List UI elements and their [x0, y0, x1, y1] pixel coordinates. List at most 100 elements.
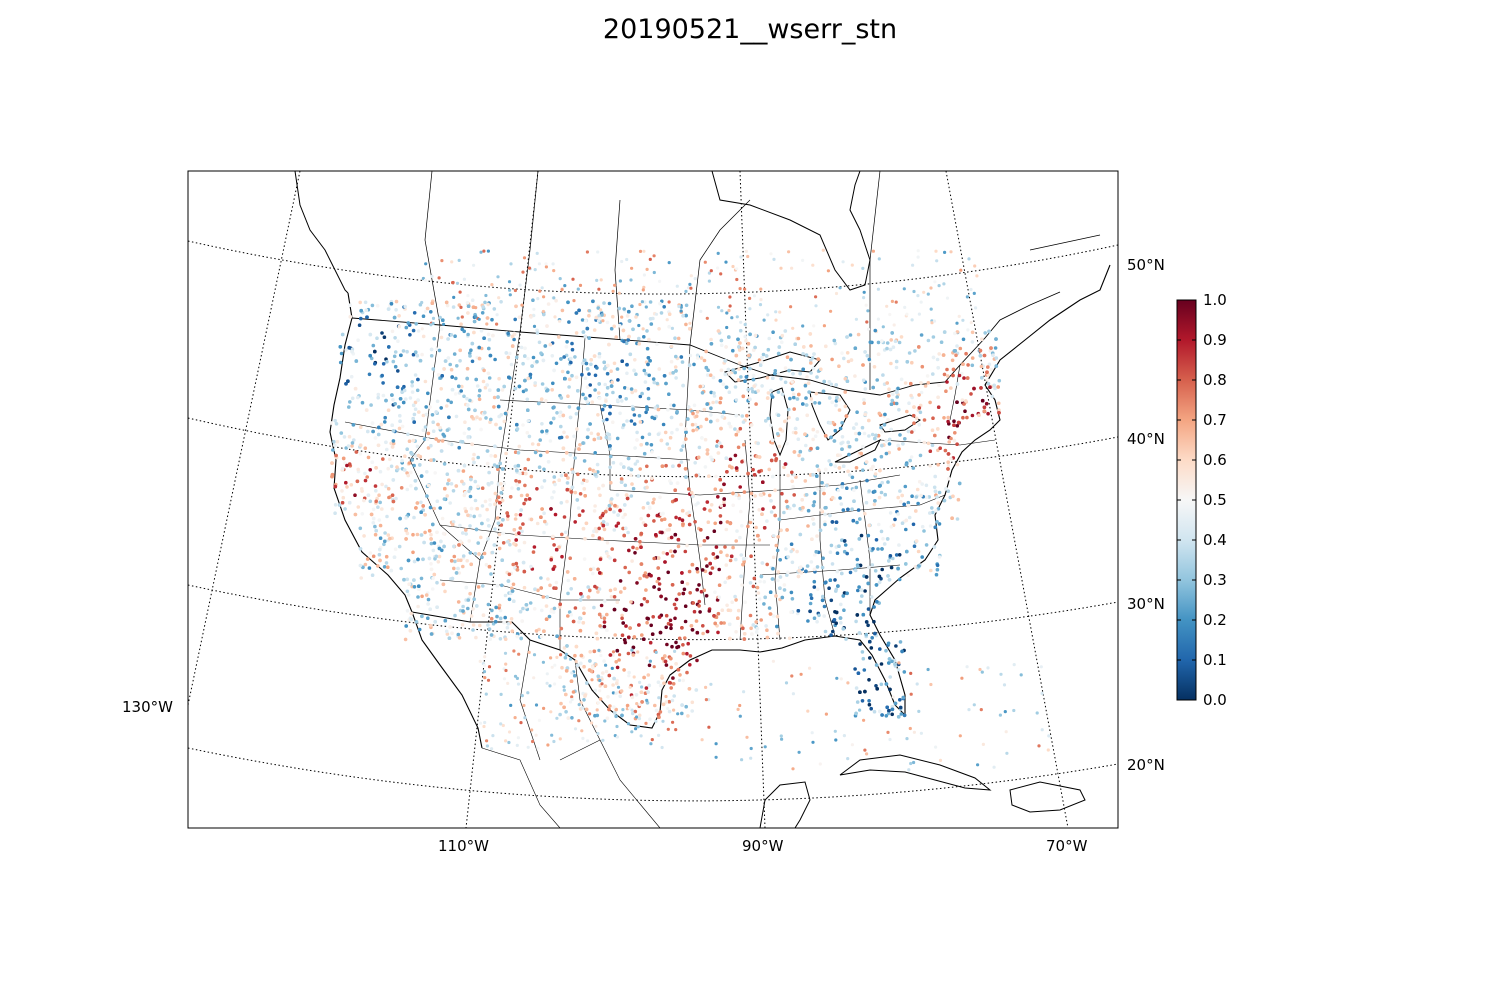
station-point — [583, 396, 588, 401]
station-point — [468, 351, 472, 356]
station-point — [588, 309, 592, 313]
station-point — [734, 598, 738, 602]
station-point — [871, 249, 876, 253]
station-point — [679, 422, 683, 427]
station-point — [881, 373, 885, 377]
station-point — [1002, 683, 1007, 687]
station-point — [608, 588, 613, 593]
station-point — [634, 715, 639, 719]
station-point — [740, 583, 744, 587]
station-point — [430, 413, 435, 417]
station-point — [795, 397, 800, 401]
station-point — [598, 678, 602, 683]
station-point — [488, 420, 492, 425]
station-point — [602, 620, 607, 624]
station-point — [489, 481, 494, 485]
station-point — [601, 483, 605, 488]
station-point — [1040, 728, 1044, 732]
station-point — [645, 407, 649, 412]
station-point — [473, 479, 478, 484]
station-point — [923, 384, 928, 388]
station-point — [854, 422, 859, 426]
station-point — [532, 324, 537, 328]
station-point — [475, 506, 480, 511]
station-point — [638, 249, 643, 253]
station-point — [766, 313, 770, 317]
station-point — [495, 516, 500, 520]
station-point — [358, 443, 363, 448]
station-point — [501, 723, 505, 728]
station-point — [702, 539, 707, 543]
station-point — [895, 390, 899, 395]
station-point — [589, 358, 593, 362]
station-point — [662, 305, 666, 309]
station-point — [739, 255, 743, 259]
station-point — [518, 609, 523, 614]
station-point — [597, 314, 601, 318]
station-point — [1004, 730, 1008, 734]
station-point — [518, 513, 523, 517]
station-point — [490, 317, 494, 322]
station-point — [873, 436, 877, 441]
station-point — [597, 536, 602, 540]
station-point — [359, 576, 364, 580]
station-point — [484, 562, 489, 567]
station-point — [487, 564, 492, 569]
station-point — [504, 668, 508, 673]
station-point — [413, 373, 418, 377]
station-point — [946, 467, 950, 471]
station-point — [407, 461, 412, 465]
station-point — [376, 564, 380, 568]
station-point — [951, 494, 955, 499]
station-point — [551, 534, 555, 539]
station-point — [661, 511, 665, 516]
station-point — [594, 724, 598, 728]
station-point — [531, 739, 535, 744]
station-point — [804, 443, 808, 448]
station-point — [607, 673, 612, 678]
station-point — [610, 547, 614, 551]
station-point — [758, 579, 762, 584]
station-point — [705, 500, 710, 504]
station-point — [599, 278, 603, 282]
station-point — [563, 655, 568, 660]
station-point — [491, 734, 495, 738]
station-point — [833, 464, 837, 468]
station-point — [508, 542, 512, 547]
station-point — [593, 373, 598, 378]
station-point — [906, 500, 911, 505]
station-point — [901, 695, 906, 700]
station-point — [759, 287, 763, 291]
station-point — [713, 565, 717, 569]
station-point — [582, 698, 586, 702]
station-point — [837, 544, 841, 548]
station-point — [863, 689, 867, 694]
station-point — [784, 681, 789, 685]
station-point — [761, 480, 765, 485]
station-point — [652, 519, 656, 523]
station-point — [928, 400, 932, 405]
station-point — [986, 666, 990, 670]
station-point — [434, 437, 439, 441]
station-point — [503, 615, 508, 620]
station-point — [855, 613, 860, 617]
station-point — [737, 496, 741, 501]
station-point — [989, 346, 993, 350]
station-point — [431, 429, 436, 434]
station-point — [749, 756, 753, 760]
station-point — [412, 559, 417, 564]
station-point — [481, 305, 486, 309]
station-point — [510, 629, 515, 633]
station-point — [537, 262, 542, 266]
station-point — [468, 354, 472, 358]
station-point — [912, 421, 916, 426]
station-point — [796, 609, 801, 613]
station-point — [506, 355, 511, 360]
station-point — [425, 494, 429, 498]
station-point — [580, 706, 585, 710]
station-point — [609, 326, 614, 331]
station-point — [694, 427, 699, 432]
station-point — [888, 687, 892, 692]
station-point — [630, 730, 634, 734]
station-point — [916, 255, 920, 259]
